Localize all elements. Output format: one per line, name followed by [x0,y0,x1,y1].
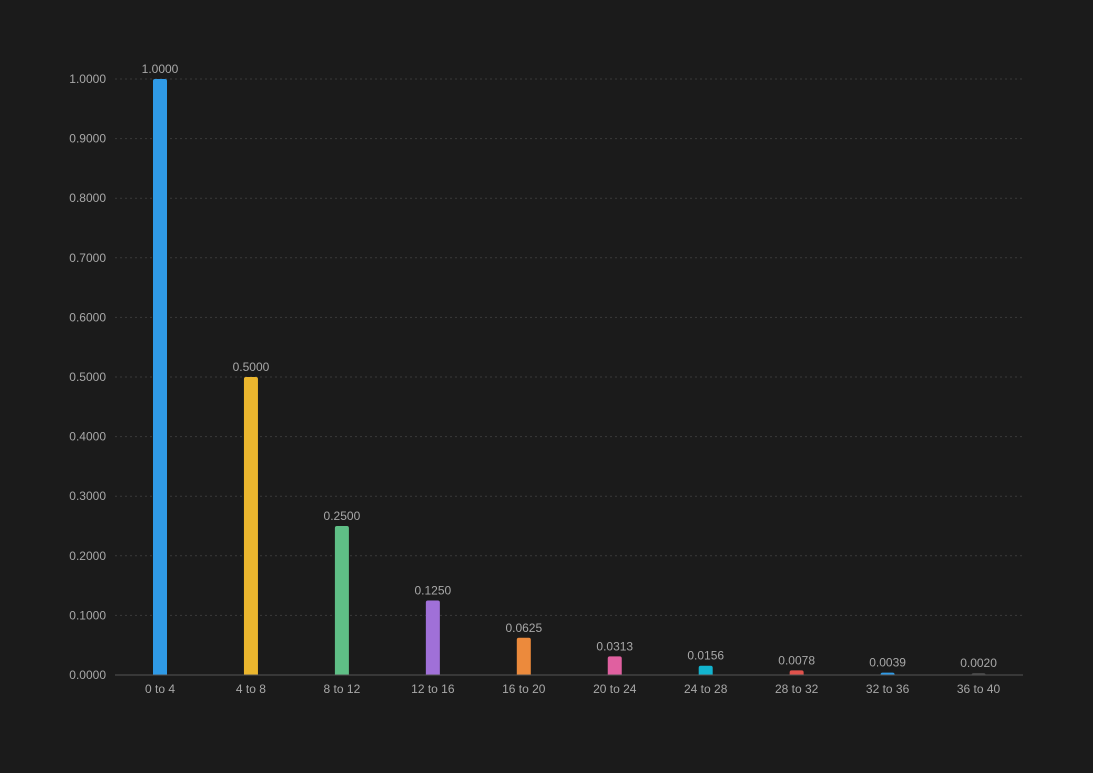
bar-16-to-20 [516,637,531,675]
x-tick-label: 8 to 12 [324,682,361,696]
bar-value-label: 0.5000 [233,360,270,374]
bar-4-to-8 [243,377,258,675]
y-tick-label: 0.6000 [69,310,106,324]
bar-value-label: 0.1250 [414,584,451,598]
bar-12-to-16 [425,600,440,675]
bar-0-to-4 [153,79,167,675]
x-tick-label: 32 to 36 [866,682,910,696]
bar-value-label: 0.2500 [324,509,361,523]
grid-layer [115,78,1023,616]
x-tick-label: 24 to 28 [684,682,728,696]
y-tick-label: 0.4000 [69,430,106,444]
bar-value-label: 0.0313 [596,639,633,653]
bar-32-to-36 [880,672,895,675]
bar-8-to-12 [334,526,349,675]
bar-value-label: 0.0039 [869,656,906,670]
y-tick-label: 0.2000 [69,549,106,563]
bar-value-label: 0.0156 [687,649,724,663]
bar-28-to-32 [789,670,804,675]
y-tick-label: 0.3000 [69,489,106,503]
y-tick-label: 0.5000 [69,370,106,384]
bar-value-label: 0.0625 [505,621,542,635]
y-tick-label: 0.8000 [69,191,106,205]
x-axis-tick-labels: 0 to 4 4 to 8 8 to 12 12 to 16 16 to 20 20 to… [145,682,1001,696]
y-tick-label: 0.0000 [69,668,106,682]
bar-20-to-24 [607,656,622,675]
x-tick-label: 28 to 32 [775,682,819,696]
x-tick-label: 20 to 24 [593,682,637,696]
x-tick-label: 16 to 20 [502,682,546,696]
bar-value-label: 1.0000 [142,62,179,76]
y-tick-label: 0.9000 [69,132,106,146]
bar-value-labels: 1.0000 0.5000 0.2500 0.1250 0.0625 0.0313 0.01… [142,62,998,670]
y-tick-label: 1.0000 [69,72,106,86]
y-axis-tick-labels: 0.0000 0.1000 0.2000 0.3000 0.4000 0.5000 0.60… [69,72,106,682]
x-tick-label: 36 to 40 [957,682,1001,696]
x-tick-label: 4 to 8 [236,682,266,696]
bar-value-label: 0.0020 [960,656,997,670]
x-tick-label: 12 to 16 [411,682,455,696]
y-tick-label: 0.7000 [69,251,106,265]
bar-value-label: 0.0078 [778,653,815,667]
bar-24-to-28 [698,665,713,675]
x-tick-label: 0 to 4 [145,682,175,696]
y-tick-label: 0.1000 [69,608,106,622]
